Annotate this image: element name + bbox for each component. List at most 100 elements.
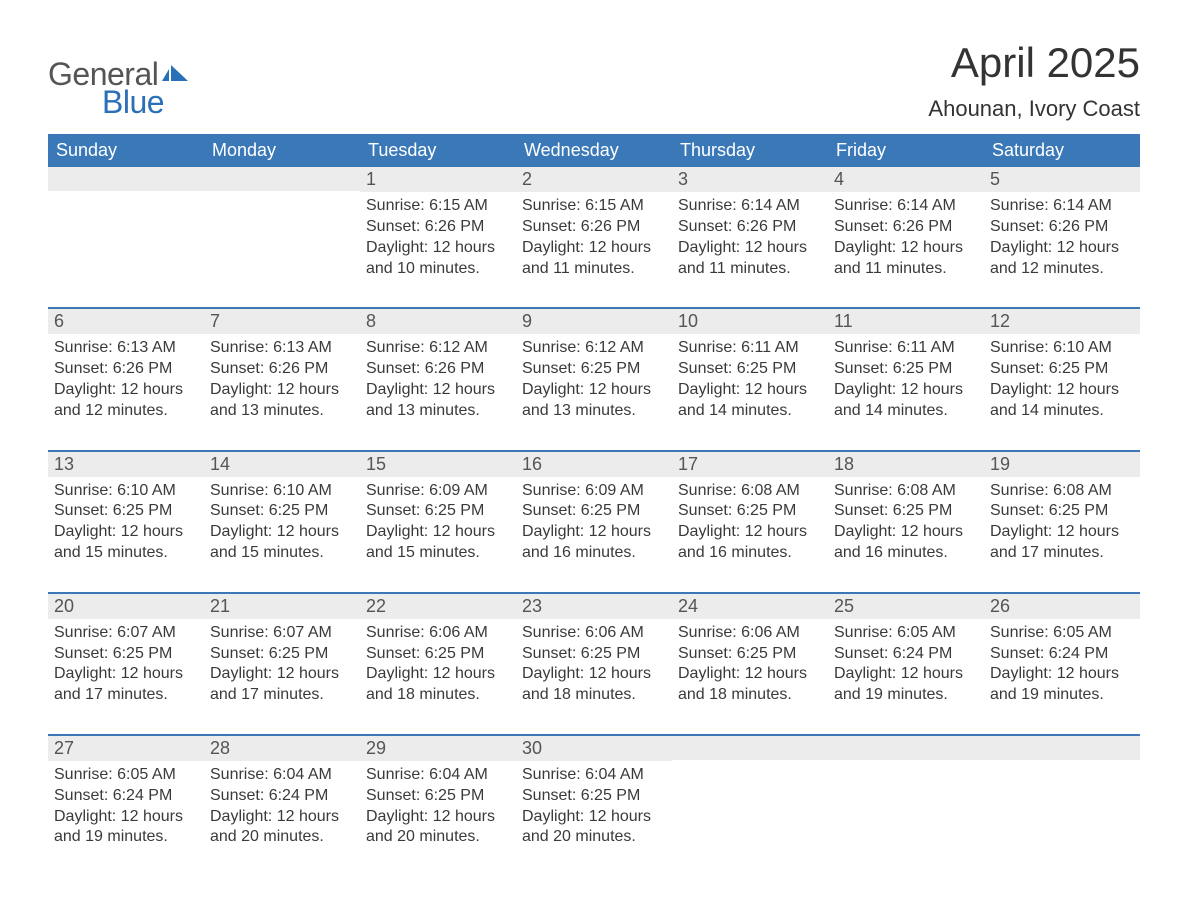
sunset-text: Sunset: 6:25 PM: [678, 644, 822, 665]
sunrise-text: Sunrise: 6:06 AM: [678, 623, 822, 644]
daylight-text: Daylight: 12 hours and 17 minutes.: [210, 664, 354, 706]
daylight-text: Daylight: 12 hours and 19 minutes.: [990, 664, 1134, 706]
day-cell: 24Sunrise: 6:06 AMSunset: 6:25 PMDayligh…: [672, 594, 828, 734]
weekday-header: Friday: [828, 134, 984, 167]
daylight-text: Daylight: 12 hours and 12 minutes.: [990, 238, 1134, 280]
day-cell: 18Sunrise: 6:08 AMSunset: 6:25 PMDayligh…: [828, 452, 984, 592]
day-cell: 17Sunrise: 6:08 AMSunset: 6:25 PMDayligh…: [672, 452, 828, 592]
daylight-text: Daylight: 12 hours and 16 minutes.: [678, 522, 822, 564]
daylight-text: Daylight: 12 hours and 16 minutes.: [834, 522, 978, 564]
day-number: [48, 167, 204, 191]
week-row: 6Sunrise: 6:13 AMSunset: 6:26 PMDaylight…: [48, 307, 1140, 449]
day-number: 7: [204, 309, 360, 334]
sunset-text: Sunset: 6:24 PM: [834, 644, 978, 665]
day-cell: 13Sunrise: 6:10 AMSunset: 6:25 PMDayligh…: [48, 452, 204, 592]
sunrise-text: Sunrise: 6:04 AM: [522, 765, 666, 786]
sunrise-text: Sunrise: 6:13 AM: [54, 338, 198, 359]
day-number: [204, 167, 360, 191]
day-body: Sunrise: 6:14 AMSunset: 6:26 PMDaylight:…: [828, 192, 984, 279]
day-body: [48, 191, 204, 195]
day-body: Sunrise: 6:14 AMSunset: 6:26 PMDaylight:…: [672, 192, 828, 279]
day-body: Sunrise: 6:05 AMSunset: 6:24 PMDaylight:…: [48, 761, 204, 848]
day-body: Sunrise: 6:06 AMSunset: 6:25 PMDaylight:…: [516, 619, 672, 706]
day-body: Sunrise: 6:13 AMSunset: 6:26 PMDaylight:…: [48, 334, 204, 421]
day-body: Sunrise: 6:04 AMSunset: 6:24 PMDaylight:…: [204, 761, 360, 848]
daylight-text: Daylight: 12 hours and 20 minutes.: [366, 807, 510, 849]
day-body: Sunrise: 6:05 AMSunset: 6:24 PMDaylight:…: [828, 619, 984, 706]
daylight-text: Daylight: 12 hours and 19 minutes.: [834, 664, 978, 706]
day-number: 19: [984, 452, 1140, 477]
sunset-text: Sunset: 6:26 PM: [834, 217, 978, 238]
day-body: Sunrise: 6:12 AMSunset: 6:25 PMDaylight:…: [516, 334, 672, 421]
calendar-page: General Blue April 2025 Ahounan, Ivory C…: [0, 0, 1188, 916]
sunrise-text: Sunrise: 6:12 AM: [522, 338, 666, 359]
day-number: 12: [984, 309, 1140, 334]
daylight-text: Daylight: 12 hours and 19 minutes.: [54, 807, 198, 849]
daylight-text: Daylight: 12 hours and 10 minutes.: [366, 238, 510, 280]
sunset-text: Sunset: 6:25 PM: [210, 644, 354, 665]
day-number: 16: [516, 452, 672, 477]
daylight-text: Daylight: 12 hours and 18 minutes.: [678, 664, 822, 706]
sunrise-text: Sunrise: 6:12 AM: [366, 338, 510, 359]
daylight-text: Daylight: 12 hours and 17 minutes.: [54, 664, 198, 706]
day-cell: [204, 167, 360, 307]
day-number: 29: [360, 736, 516, 761]
weekday-header: Thursday: [672, 134, 828, 167]
sunrise-text: Sunrise: 6:14 AM: [834, 196, 978, 217]
day-number: 21: [204, 594, 360, 619]
day-number: 15: [360, 452, 516, 477]
page-title: April 2025: [928, 40, 1140, 86]
sunrise-text: Sunrise: 6:07 AM: [210, 623, 354, 644]
day-body: Sunrise: 6:15 AMSunset: 6:26 PMDaylight:…: [516, 192, 672, 279]
sunset-text: Sunset: 6:25 PM: [366, 644, 510, 665]
sunrise-text: Sunrise: 6:09 AM: [522, 481, 666, 502]
sunset-text: Sunset: 6:25 PM: [522, 786, 666, 807]
sunrise-text: Sunrise: 6:04 AM: [366, 765, 510, 786]
day-cell: 2Sunrise: 6:15 AMSunset: 6:26 PMDaylight…: [516, 167, 672, 307]
day-cell: 21 Sunrise: 6:07 AMSunset: 6:25 PMDayligh…: [204, 594, 360, 734]
daylight-text: Daylight: 12 hours and 15 minutes.: [366, 522, 510, 564]
day-number: 10: [672, 309, 828, 334]
day-cell: 5Sunrise: 6:14 AMSunset: 6:26 PMDaylight…: [984, 167, 1140, 307]
day-cell: 29Sunrise: 6:04 AMSunset: 6:25 PMDayligh…: [360, 736, 516, 876]
day-number: 5: [984, 167, 1140, 192]
day-number: 20: [48, 594, 204, 619]
day-number: 28: [204, 736, 360, 761]
sunset-text: Sunset: 6:26 PM: [678, 217, 822, 238]
daylight-text: Daylight: 12 hours and 11 minutes.: [834, 238, 978, 280]
sunset-text: Sunset: 6:26 PM: [366, 359, 510, 380]
day-cell: 28Sunrise: 6:04 AMSunset: 6:24 PMDayligh…: [204, 736, 360, 876]
sunset-text: Sunset: 6:24 PM: [210, 786, 354, 807]
sunset-text: Sunset: 6:26 PM: [990, 217, 1134, 238]
calendar-grid: SundayMondayTuesdayWednesdayThursdayFrid…: [48, 134, 1140, 876]
day-body: Sunrise: 6:10 AMSunset: 6:25 PMDaylight:…: [984, 334, 1140, 421]
week-row: 27Sunrise: 6:05 AMSunset: 6:24 PMDayligh…: [48, 734, 1140, 876]
sunrise-text: Sunrise: 6:05 AM: [834, 623, 978, 644]
sunrise-text: Sunrise: 6:15 AM: [366, 196, 510, 217]
week-row: 20Sunrise: 6:07 AMSunset: 6:25 PMDayligh…: [48, 592, 1140, 734]
day-body: Sunrise: 6:09 AMSunset: 6:25 PMDaylight:…: [360, 477, 516, 564]
daylight-text: Daylight: 12 hours and 13 minutes.: [366, 380, 510, 422]
day-cell: 14Sunrise: 6:10 AMSunset: 6:25 PMDayligh…: [204, 452, 360, 592]
sunset-text: Sunset: 6:25 PM: [834, 501, 978, 522]
day-number: 30: [516, 736, 672, 761]
sunset-text: Sunset: 6:25 PM: [834, 359, 978, 380]
weekday-header: Sunday: [48, 134, 204, 167]
daylight-text: Daylight: 12 hours and 14 minutes.: [678, 380, 822, 422]
day-number: 22: [360, 594, 516, 619]
day-cell: 22Sunrise: 6:06 AMSunset: 6:25 PMDayligh…: [360, 594, 516, 734]
sunrise-text: Sunrise: 6:06 AM: [366, 623, 510, 644]
weekday-header: Monday: [204, 134, 360, 167]
day-number: 8: [360, 309, 516, 334]
weekday-header: Saturday: [984, 134, 1140, 167]
week-row: 13Sunrise: 6:10 AMSunset: 6:25 PMDayligh…: [48, 450, 1140, 592]
day-number: 6: [48, 309, 204, 334]
day-cell: 11Sunrise: 6:11 AMSunset: 6:25 PMDayligh…: [828, 309, 984, 449]
sunrise-text: Sunrise: 6:10 AM: [990, 338, 1134, 359]
day-number: 18: [828, 452, 984, 477]
sunset-text: Sunset: 6:25 PM: [990, 501, 1134, 522]
day-body: Sunrise: 6:10 AMSunset: 6:25 PMDaylight:…: [48, 477, 204, 564]
day-number: [984, 736, 1140, 760]
day-body: Sunrise: 6:08 AMSunset: 6:25 PMDaylight:…: [672, 477, 828, 564]
logo: General Blue: [48, 40, 190, 118]
